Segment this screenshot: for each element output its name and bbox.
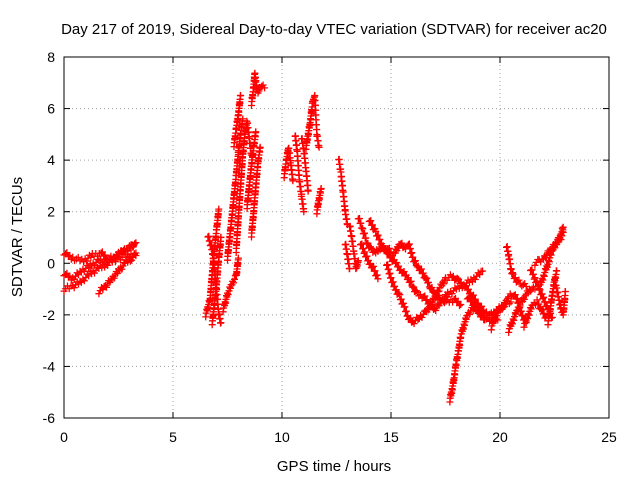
- trace-11: [243, 128, 260, 213]
- y-tick-label: 0: [47, 255, 55, 271]
- trace-27: [446, 304, 489, 406]
- data-point-markers: [341, 240, 354, 273]
- x-axis-label: GPS time / hours: [277, 458, 391, 475]
- trace-18: [313, 185, 325, 218]
- plot-frame: [63, 56, 610, 419]
- data-point-markers: [60, 249, 140, 295]
- data-point-markers: [302, 92, 323, 153]
- data-point-markers: [298, 135, 312, 195]
- data-point-markers: [219, 254, 242, 316]
- data-point-markers: [346, 222, 362, 273]
- data-point-markers: [224, 115, 247, 264]
- x-tick-label: 25: [601, 429, 617, 445]
- data-point-markers: [204, 232, 225, 327]
- trace-37: [551, 281, 569, 319]
- data-point-markers: [535, 228, 567, 293]
- data-point-markers: [354, 215, 412, 260]
- trace-2: [60, 249, 140, 295]
- data-point-markers: [243, 128, 260, 213]
- trace-13: [248, 69, 269, 109]
- data-point-markers: [248, 143, 264, 241]
- data-point-markers: [551, 281, 569, 319]
- data-point-markers: [280, 144, 297, 185]
- data-points: [60, 69, 569, 406]
- data-point-markers: [248, 69, 269, 109]
- y-tick-label: 6: [47, 101, 55, 117]
- data-point-markers: [446, 304, 489, 406]
- trace-32: [520, 296, 550, 331]
- data-point-markers: [503, 243, 530, 290]
- trace-7: [219, 254, 242, 316]
- trace-6: [204, 232, 225, 327]
- x-tick-label: 5: [169, 429, 177, 445]
- trace-10: [232, 117, 255, 256]
- trace-3: [95, 250, 140, 298]
- trace-19: [335, 155, 351, 229]
- data-point-markers: [404, 240, 465, 310]
- grid-lines: [64, 57, 609, 418]
- trace-21: [346, 222, 362, 273]
- trace-20: [341, 240, 354, 273]
- data-point-markers: [520, 296, 550, 331]
- data-point-markers: [505, 283, 539, 336]
- data-point-markers: [313, 185, 325, 218]
- trace-30: [503, 243, 530, 290]
- y-tick-label: 8: [47, 49, 55, 65]
- x-tick-label: 10: [274, 429, 290, 445]
- trace-15: [291, 132, 308, 216]
- data-point-markers: [335, 155, 351, 229]
- data-point-markers: [291, 132, 308, 216]
- y-tick-label: -2: [43, 307, 56, 323]
- trace-31: [505, 283, 539, 336]
- data-point-markers: [95, 250, 140, 298]
- trace-9: [230, 91, 245, 151]
- x-tick-label: 15: [383, 429, 399, 445]
- x-tick-label: 0: [60, 429, 68, 445]
- trace-17: [302, 92, 323, 153]
- trace-23: [357, 240, 382, 283]
- trace-22: [354, 215, 412, 260]
- y-tick-label: 4: [47, 152, 55, 168]
- trace-26: [404, 240, 465, 310]
- trace-8: [224, 115, 247, 264]
- chart-title: Day 217 of 2019, Sidereal Day-to-day VTE…: [61, 21, 607, 38]
- data-point-markers: [230, 91, 245, 151]
- y-tick-label: -6: [43, 410, 56, 426]
- data-point-markers: [357, 240, 382, 283]
- data-point-markers: [232, 117, 255, 256]
- x-tick-label: 20: [492, 429, 508, 445]
- trace-16: [298, 135, 312, 195]
- trace-12: [248, 143, 264, 241]
- y-tick-label: 2: [47, 204, 55, 220]
- y-axis-label: SDTVAR / TECUs: [9, 177, 26, 297]
- trace-14: [280, 144, 297, 185]
- trace-35: [535, 228, 567, 293]
- y-tick-label: -4: [43, 358, 56, 374]
- axis-ticks: 0 5 10 15 20 25 -6 -4 -2 0 2 4 6 8: [43, 49, 617, 445]
